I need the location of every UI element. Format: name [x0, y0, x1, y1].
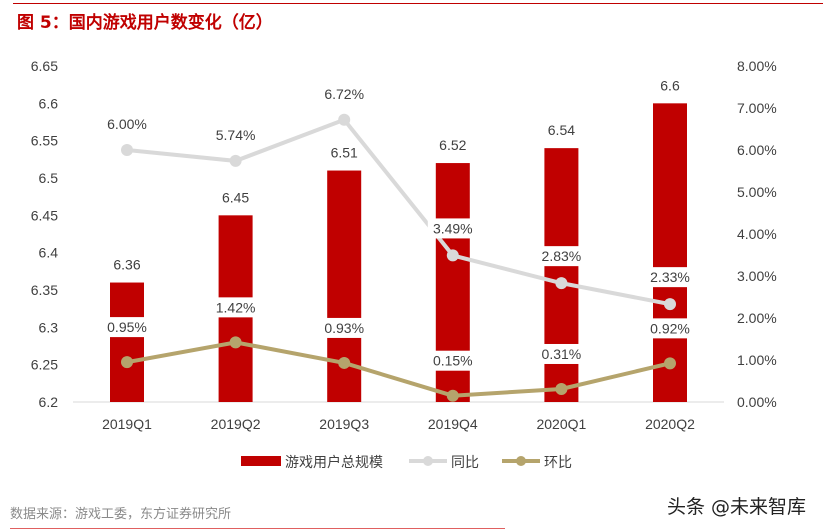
yoy-data-label: 2.83%	[542, 248, 582, 264]
yoy-data-label: 3.49%	[433, 220, 473, 236]
legend-swatch-bars	[241, 456, 281, 466]
x-tick-label: 2020Q2	[645, 416, 695, 432]
right-tick-label: 3.00%	[737, 268, 777, 284]
left-tick-label: 6.25	[31, 357, 58, 373]
right-tick-label: 5.00%	[737, 184, 777, 200]
yoy-data-label-bg	[645, 267, 695, 288]
x-tick-label: 2019Q3	[319, 416, 369, 432]
bar	[653, 103, 687, 402]
bar-data-label: 6.52	[439, 137, 466, 153]
qoq-point	[121, 356, 133, 369]
qoq-data-label: 0.93%	[324, 320, 364, 336]
right-tick-label: 0.00%	[737, 394, 777, 410]
right-tick-label: 6.00%	[737, 142, 777, 158]
yoy-point	[446, 249, 459, 262]
yoy-point	[229, 154, 242, 167]
bar-data-label: 6.6	[660, 77, 680, 93]
x-tick-label: 2019Q1	[102, 416, 152, 432]
left-tick-label: 6.4	[39, 245, 59, 261]
qoq-data-label-bg	[102, 317, 152, 338]
bar-data-label: 6.54	[548, 122, 575, 138]
yoy-data-label-bg	[319, 83, 370, 104]
yoy-data-label-bg	[427, 218, 478, 239]
qoq-point	[338, 356, 351, 369]
right-tick-label: 2.00%	[737, 310, 777, 326]
source-note: 数据来源：游戏工委，东方证券研究所	[10, 507, 232, 522]
x-tick-label: 2019Q4	[428, 416, 478, 432]
yoy-point	[555, 277, 568, 290]
x-tick-label: 2020Q1	[536, 416, 586, 432]
left-tick-label: 6.6	[39, 95, 59, 111]
x-tick-label: 2019Q2	[211, 416, 261, 432]
qoq-data-label: 0.31%	[542, 346, 582, 362]
watermark: 头条 @未来智库	[667, 496, 807, 518]
qoq-data-label-bg	[645, 318, 695, 339]
yoy-line	[126, 117, 671, 307]
qoq-point	[555, 382, 568, 395]
yoy-data-label-bg	[210, 124, 261, 145]
qoq-data-label: 0.95%	[107, 319, 147, 335]
qoq-data-label-bg	[210, 297, 261, 318]
qoq-data-label: 0.15%	[433, 353, 473, 369]
yoy-data-label-bg	[536, 246, 587, 267]
qoq-data-label: 0.92%	[650, 320, 690, 336]
yoy-data-label-bg	[102, 114, 152, 134]
bar-data-label: 6.45	[222, 189, 249, 205]
left-tick-label: 6.2	[39, 394, 59, 410]
yoy-data-label: 5.74%	[216, 127, 256, 143]
qoq-point	[229, 336, 242, 349]
yoy-point	[664, 298, 676, 311]
bottom-rule	[10, 528, 505, 529]
left-tick-label: 6.35	[31, 282, 58, 298]
qoq-point	[664, 357, 676, 370]
left-tick-label: 6.3	[39, 319, 59, 335]
top-rule	[13, 3, 823, 4]
legend-marker-yoy	[423, 456, 433, 466]
right-tick-label: 4.00%	[737, 226, 777, 242]
right-tick-label: 1.00%	[737, 352, 777, 368]
bar-data-label: 6.51	[331, 145, 358, 161]
legend-label-qoq: 环比	[544, 454, 572, 470]
qoq-data-label-bg	[319, 317, 370, 338]
left-tick-label: 6.65	[31, 58, 58, 74]
qoq-point	[446, 389, 459, 402]
legend-label-bars: 游戏用户总规模	[285, 454, 383, 470]
legend-marker-qoq	[516, 456, 526, 466]
yoy-point	[121, 144, 133, 156]
legend-label-yoy: 同比	[451, 454, 479, 470]
yoy-data-label: 6.00%	[107, 116, 147, 132]
yoy-data-label: 2.33%	[650, 269, 690, 285]
yoy-point	[338, 113, 351, 126]
right-tick-label: 8.00%	[737, 58, 777, 74]
left-tick-label: 6.55	[31, 133, 58, 149]
left-tick-label: 6.45	[31, 207, 58, 223]
left-tick-label: 6.5	[39, 170, 59, 186]
qoq-data-label-bg	[536, 343, 587, 364]
bar-data-label: 6.36	[113, 257, 140, 273]
figure-title: 图 5：国内游戏用户数变化（亿）	[17, 13, 273, 33]
right-tick-label: 7.00%	[737, 100, 777, 116]
qoq-data-label: 1.42%	[216, 299, 256, 315]
bar	[110, 282, 144, 402]
yoy-data-label: 6.72%	[324, 86, 364, 102]
qoq-data-label-bg	[427, 350, 478, 371]
qoq-line	[126, 340, 671, 398]
